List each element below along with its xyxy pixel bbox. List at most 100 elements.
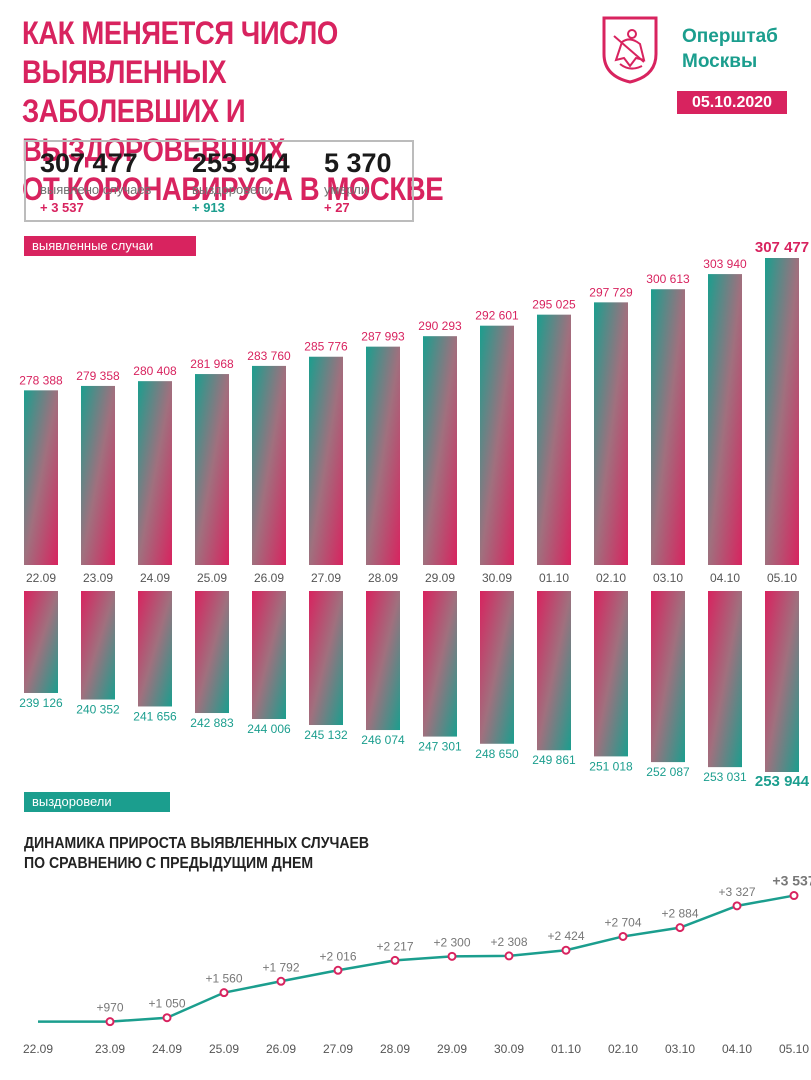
stat-recovered-delta: + 913 [192, 200, 225, 215]
growth-point-label: +2 884 [661, 907, 698, 921]
recovered-bar [81, 591, 115, 700]
recovered-bar-label: 241 656 [133, 709, 177, 723]
recovered-bar-label: 247 301 [418, 740, 462, 754]
cases-bar [594, 302, 628, 565]
cases-bar [252, 365, 286, 565]
recovered-bar-label: 240 352 [76, 703, 120, 717]
cases-bar-label: 285 776 [304, 340, 348, 354]
growth-date-label: 22.09 [23, 1042, 53, 1056]
cases-bar-label: 281 968 [190, 357, 234, 371]
recovered-bar [651, 591, 685, 763]
cases-bar [138, 381, 172, 565]
cases-bar [81, 385, 115, 565]
cases-bar-label: 290 293 [418, 319, 462, 333]
growth-point-label: +2 704 [604, 915, 641, 929]
growth-date-label: 25.09 [209, 1042, 239, 1056]
date-tick-label: 03.10 [653, 571, 683, 585]
date-tick-label: 26.09 [254, 571, 284, 585]
recovered-bar-label: 251 018 [589, 759, 633, 773]
stat-deaths-value: 5 370 [324, 148, 392, 178]
growth-point-label: +3 537 [772, 873, 811, 889]
growth-point-label: +2 300 [433, 935, 470, 949]
cases-bar-label: 295 025 [532, 298, 576, 312]
growth-point-label: +2 308 [490, 935, 527, 949]
recovered-bar [765, 591, 799, 772]
growth-date-label: 01.10 [551, 1042, 581, 1056]
recovered-bar-label: 246 074 [361, 733, 405, 747]
cases-bar [366, 346, 400, 565]
recovered-bar-label: 253 031 [703, 770, 747, 784]
recovered-bar [24, 591, 58, 693]
growth-point [675, 923, 685, 933]
moscow-coat-of-arms-icon [600, 14, 660, 84]
page-title: КАК МЕНЯЕТСЯ ЧИСЛО ВЫЯВЛЕННЫХ ЗАБОЛЕВШИХ… [22, 14, 504, 209]
growth-line-chart: +970 +1 050 +1 560 +1 792 +2 016 +2 217 +2 300… [23, 873, 811, 1056]
stat-deaths-delta: + 27 [324, 200, 350, 215]
growth-point [447, 951, 457, 961]
growth-point-label: +1 792 [262, 960, 299, 974]
growth-title-line-2: ПО СРАВНЕНИЮ С ПРЕДЫДУЩИМ ДНЕМ [24, 855, 314, 872]
cases-bar [24, 390, 58, 565]
cases-bar-label: 292 601 [475, 309, 519, 323]
title-line-1: КАК МЕНЯЕТСЯ ЧИСЛО ВЫЯВЛЕННЫХ [22, 15, 338, 90]
cases-bar [537, 314, 571, 565]
cases-bar-label: 300 613 [646, 272, 690, 286]
date-tick-label: 04.10 [710, 571, 740, 585]
recovered-bar [366, 591, 400, 731]
growth-point [219, 988, 229, 998]
date-tick-label: 02.10 [596, 571, 626, 585]
stat-deaths-label: умерли [324, 182, 369, 197]
growth-date-label: 27.09 [323, 1042, 353, 1056]
date-tick-label: 05.10 [767, 571, 797, 585]
title-line-2: ЗАБОЛЕВШИХ И ВЫЗДОРОВЕВШИХ [22, 93, 285, 168]
growth-point-label: +970 [96, 1001, 123, 1015]
growth-date-label: 30.09 [494, 1042, 524, 1056]
growth-point [162, 1013, 172, 1023]
recovered-bar-label: 253 944 [755, 773, 810, 790]
recovered-bar-label: 249 861 [532, 753, 576, 767]
cases-bar [765, 258, 799, 565]
stat-recovered-value: 253 944 [192, 148, 290, 178]
brand-name: Оперштаб Москвы [682, 24, 792, 74]
recovered-bar [252, 591, 286, 720]
recovered-bar-label: 252 087 [646, 765, 690, 779]
brand-line-1: Оперштаб [682, 26, 778, 47]
stat-deaths: 5 370 умерли + 27 [324, 148, 392, 216]
date-axis: 22.09 23.09 24.09 25.09 26.09 27.09 28.09 29.09… [26, 571, 797, 585]
growth-date-label: 23.09 [95, 1042, 125, 1056]
growth-point [504, 951, 514, 961]
cases-bar [480, 325, 514, 565]
recovered-bar-label: 239 126 [19, 696, 63, 710]
recovered-bar [309, 591, 343, 726]
growth-date-label: 26.09 [266, 1042, 296, 1056]
recovered-bar [594, 591, 628, 757]
growth-point-label: +2 424 [547, 929, 584, 943]
recovered-bar [708, 591, 742, 768]
date-badge: 05.10.2020 [677, 91, 787, 114]
recovered-bar-label: 242 883 [190, 716, 234, 730]
recovered-bar [423, 591, 457, 737]
growth-point-label: +1 560 [205, 972, 242, 986]
cases-bar-label: 307 477 [755, 239, 809, 256]
stat-cases-value: 307 477 [40, 148, 138, 178]
date-tick-label: 22.09 [26, 571, 56, 585]
stat-cases: 307 477 выявлено случаев + 3 537 [40, 148, 151, 216]
growth-line [38, 894, 795, 1023]
recovered-section-tag: выздоровели [24, 792, 170, 812]
cases-bar-chart: 278 388 279 358 280 408 281 968 283 760 285 7… [19, 239, 809, 565]
recovered-bar-label: 248 650 [475, 747, 519, 761]
cases-bar-label: 297 729 [589, 285, 633, 299]
brand-line-2: Москвы [682, 51, 758, 72]
growth-point [789, 891, 799, 901]
cases-bar-label: 279 358 [76, 369, 120, 383]
growth-point [276, 976, 286, 986]
date-tick-label: 28.09 [368, 571, 398, 585]
growth-point-label: +1 050 [148, 997, 185, 1011]
cases-bar [423, 336, 457, 565]
growth-point [618, 931, 628, 941]
growth-point [561, 945, 571, 955]
recovered-bar [138, 591, 172, 707]
growth-point-label: +3 327 [718, 885, 755, 899]
